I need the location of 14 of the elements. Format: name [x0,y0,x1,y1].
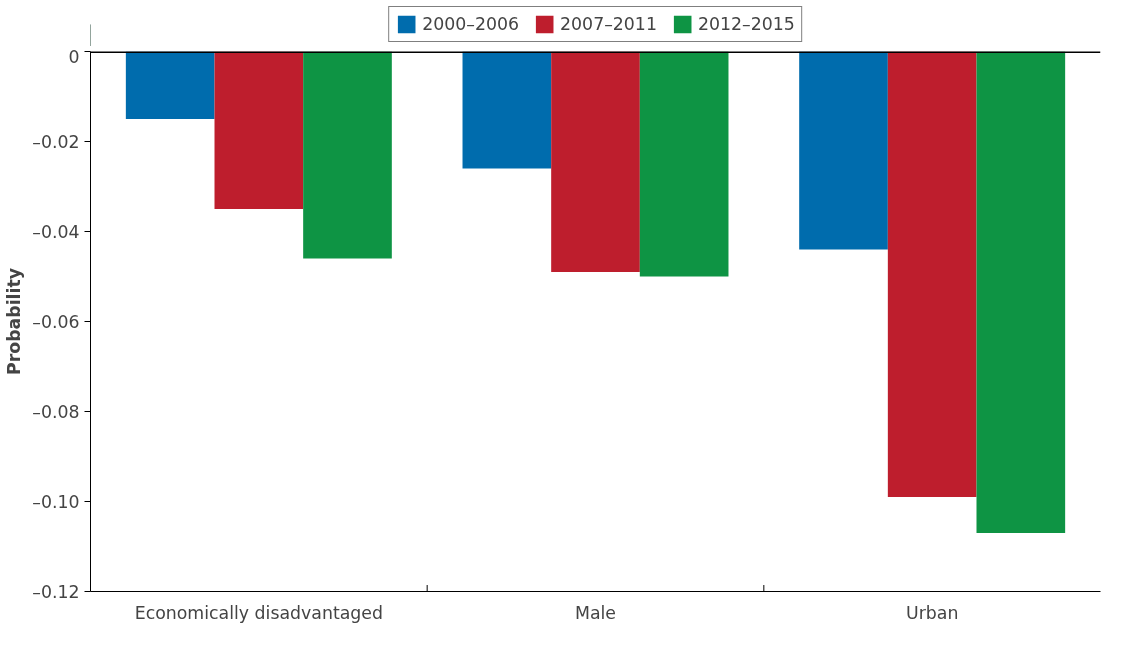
legend-label: 2012–2015 [697,14,795,34]
y-tick-label: –0.02 [32,131,80,152]
x-tick-label: Economically disadvantaged [134,602,383,623]
y-tick-label: –0.10 [32,491,80,512]
y-tick-label: –0.04 [32,221,80,242]
y-tick-label: –0.12 [32,581,80,602]
x-tick-label: Urban [905,602,959,623]
legend-label: 2000–2006 [422,14,520,34]
legend-label: 2007–2011 [560,14,657,34]
y-tick-label: –0.06 [32,311,80,332]
y-tick-label: 0 [68,46,80,67]
y-axis-title: Probability [4,267,25,376]
y-tick-label: –0.08 [32,401,80,422]
x-tick-label: Male [574,602,617,623]
